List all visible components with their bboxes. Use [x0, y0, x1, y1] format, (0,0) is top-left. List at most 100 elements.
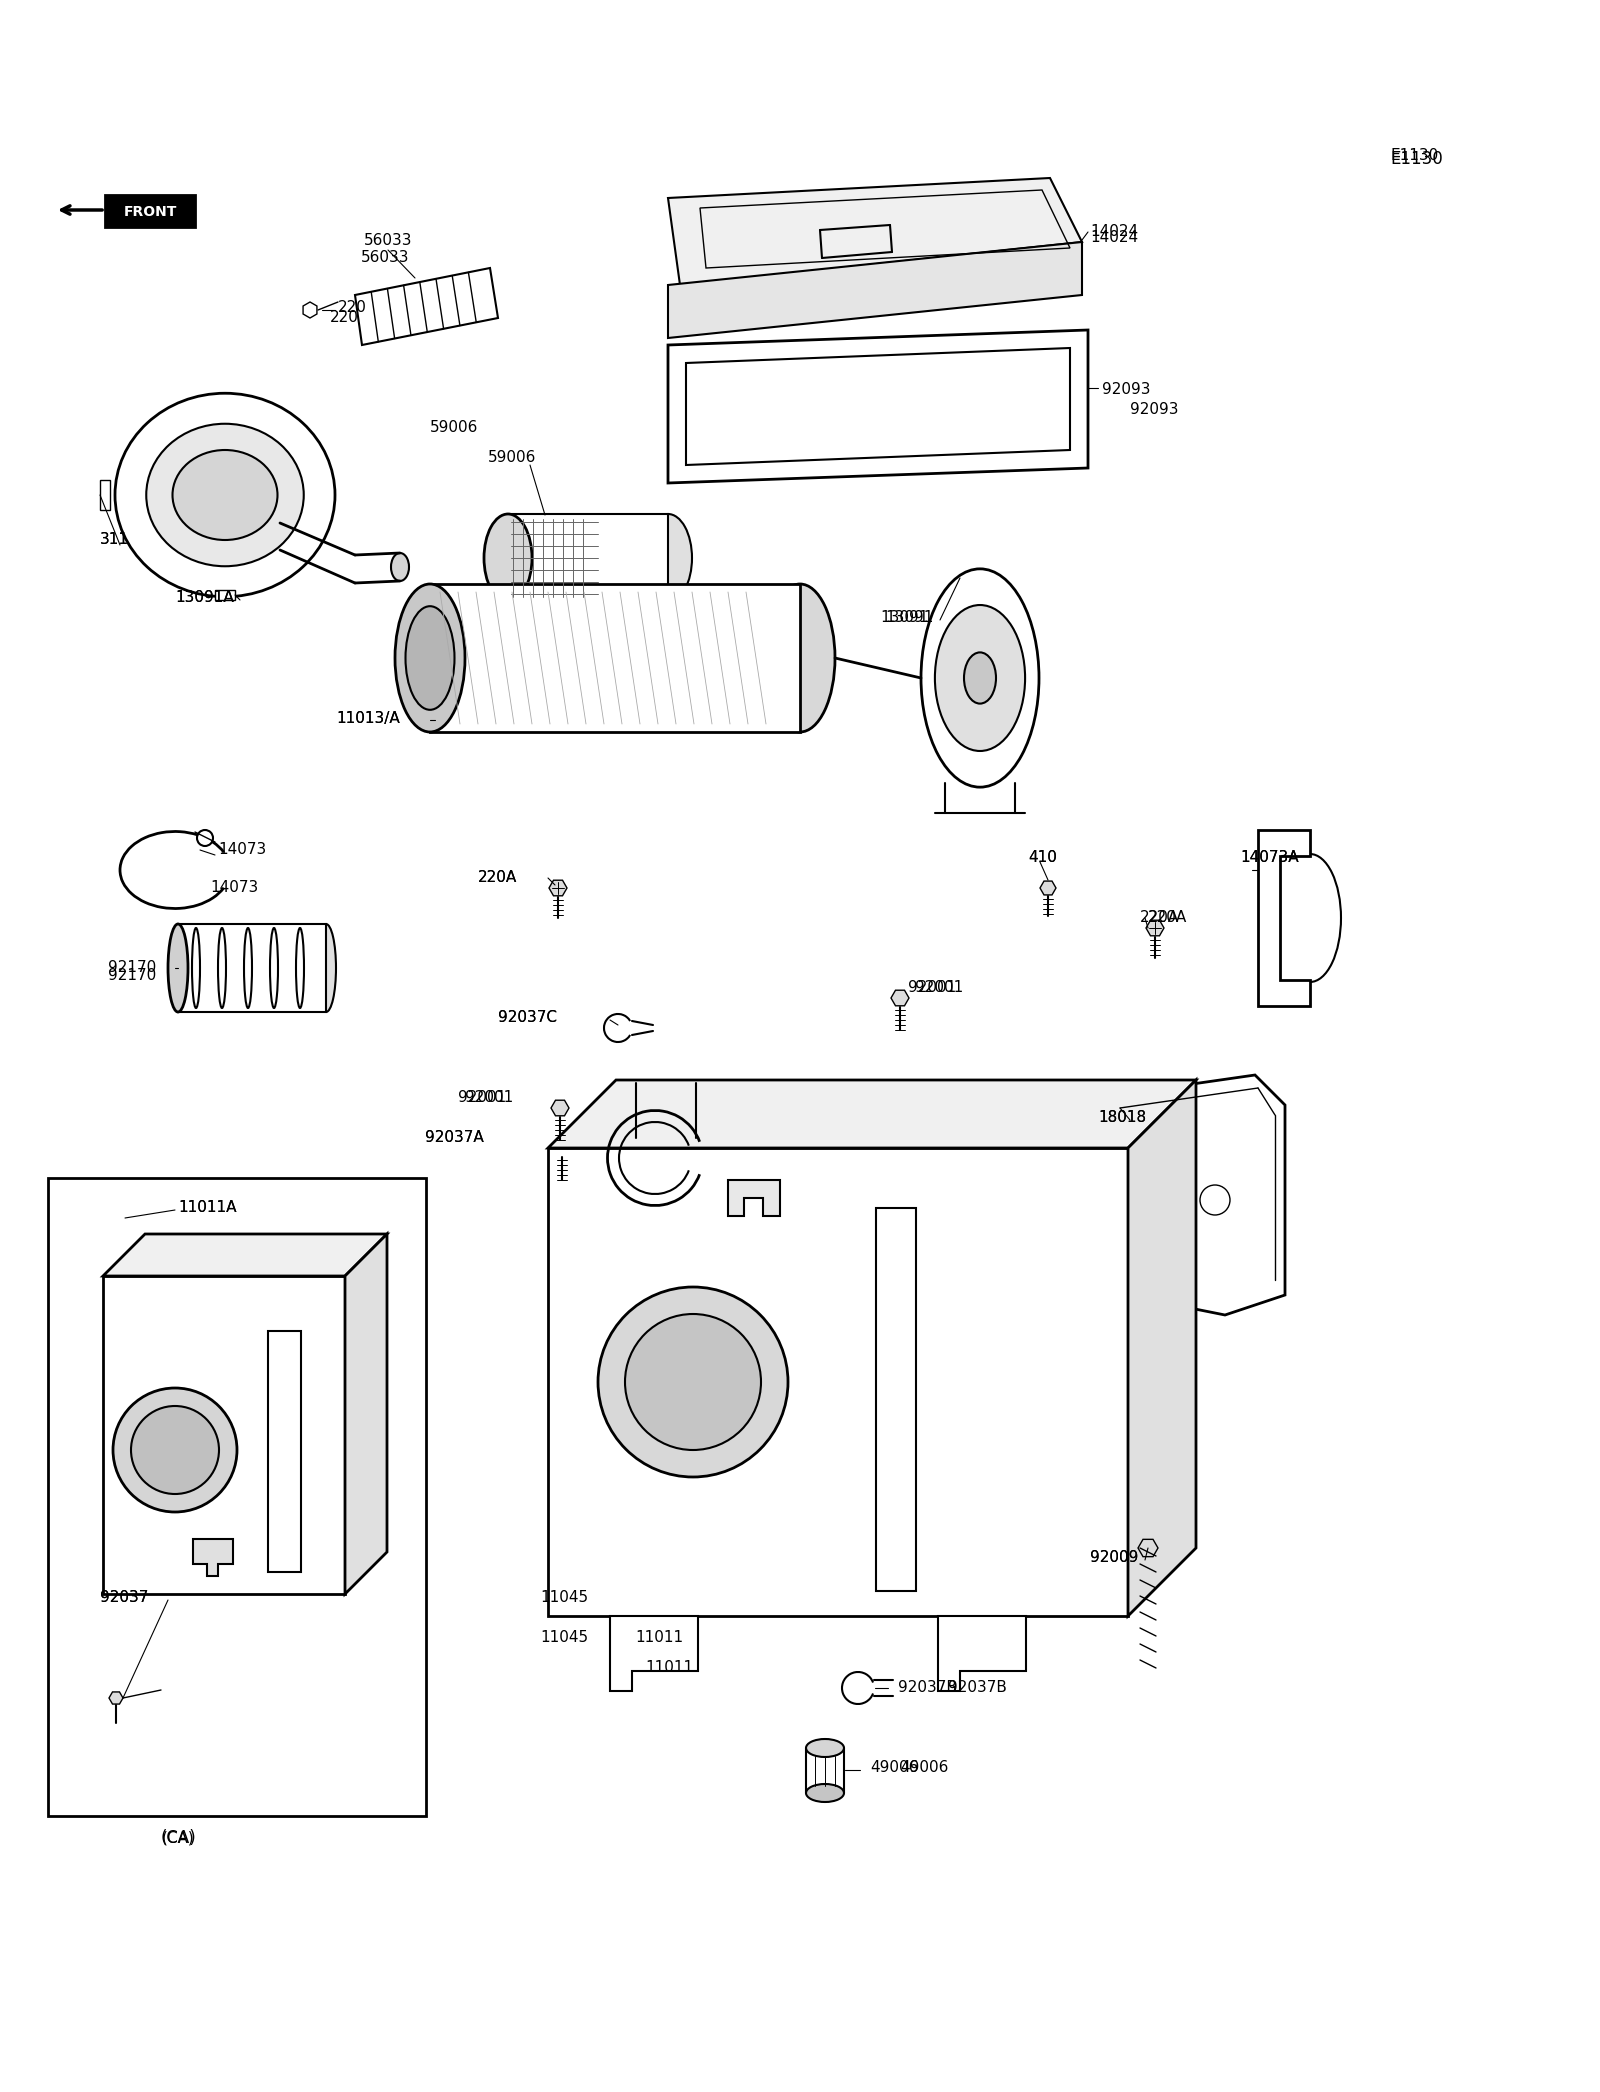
- Polygon shape: [728, 1180, 781, 1215]
- Polygon shape: [1258, 831, 1310, 1006]
- Text: 14073A: 14073A: [1240, 851, 1299, 866]
- Ellipse shape: [963, 653, 995, 703]
- Circle shape: [114, 1387, 237, 1513]
- Text: 220: 220: [330, 310, 358, 326]
- Polygon shape: [102, 1234, 387, 1276]
- Text: 92037B: 92037B: [898, 1680, 957, 1695]
- Text: 18018: 18018: [1098, 1111, 1146, 1125]
- Ellipse shape: [483, 515, 531, 602]
- Polygon shape: [549, 881, 566, 895]
- Polygon shape: [554, 1140, 571, 1155]
- Text: 14073A: 14073A: [1240, 851, 1299, 866]
- Text: 92037: 92037: [99, 1590, 149, 1605]
- Text: 59006: 59006: [430, 420, 478, 435]
- Bar: [102, 1276, 346, 1594]
- Text: 220A: 220A: [478, 870, 517, 885]
- Ellipse shape: [806, 1784, 845, 1801]
- Circle shape: [131, 1406, 219, 1494]
- Polygon shape: [109, 1692, 123, 1705]
- Text: 92009: 92009: [1090, 1550, 1138, 1565]
- Polygon shape: [686, 347, 1070, 464]
- Circle shape: [626, 1314, 762, 1450]
- Polygon shape: [891, 990, 909, 1006]
- Text: 13091: 13091: [885, 611, 933, 626]
- Text: 92037C: 92037C: [498, 1010, 557, 1025]
- Polygon shape: [610, 1615, 698, 1690]
- Text: 11011A: 11011A: [178, 1201, 237, 1215]
- Polygon shape: [1128, 1079, 1197, 1615]
- Text: 14073: 14073: [218, 843, 266, 858]
- Ellipse shape: [390, 552, 410, 582]
- Text: 56033: 56033: [363, 232, 413, 249]
- Ellipse shape: [405, 607, 454, 709]
- Text: 220: 220: [338, 301, 366, 316]
- Text: FRONT: FRONT: [123, 205, 176, 220]
- Text: 11011: 11011: [635, 1630, 683, 1646]
- Text: (CA): (CA): [162, 1830, 194, 1845]
- Ellipse shape: [643, 515, 691, 602]
- Polygon shape: [194, 1540, 234, 1575]
- Ellipse shape: [934, 605, 1026, 751]
- Text: E1130: E1130: [1390, 149, 1438, 163]
- Text: 14073: 14073: [210, 881, 258, 895]
- Ellipse shape: [765, 584, 835, 732]
- Polygon shape: [355, 268, 498, 345]
- Text: 92037B: 92037B: [947, 1680, 1006, 1695]
- Text: 11045: 11045: [541, 1630, 589, 1646]
- Text: 220A: 220A: [1149, 910, 1187, 925]
- Text: 92170: 92170: [109, 967, 157, 983]
- Polygon shape: [99, 479, 110, 510]
- Text: 92037: 92037: [99, 1590, 149, 1605]
- Text: 311: 311: [99, 533, 130, 548]
- Polygon shape: [938, 1615, 1026, 1690]
- Text: 92009: 92009: [1090, 1550, 1138, 1565]
- Text: 92001: 92001: [466, 1090, 514, 1105]
- Polygon shape: [1146, 920, 1165, 935]
- Ellipse shape: [317, 925, 336, 1013]
- Bar: [430, 584, 800, 732]
- Bar: [106, 195, 195, 228]
- Text: 11013/A: 11013/A: [336, 711, 400, 726]
- Text: 59006: 59006: [488, 450, 536, 467]
- Polygon shape: [669, 331, 1088, 483]
- Text: 92037C: 92037C: [498, 1010, 557, 1025]
- Text: 92093: 92093: [1102, 383, 1150, 397]
- Polygon shape: [669, 243, 1082, 339]
- Ellipse shape: [806, 1738, 845, 1757]
- Ellipse shape: [115, 393, 334, 596]
- Bar: [509, 515, 669, 602]
- Text: 14024: 14024: [1090, 230, 1138, 245]
- Text: 220A: 220A: [1139, 910, 1179, 925]
- Text: 92093: 92093: [1130, 402, 1179, 418]
- Polygon shape: [302, 301, 317, 318]
- Ellipse shape: [922, 569, 1038, 787]
- Text: 92037A: 92037A: [426, 1130, 483, 1146]
- Text: E1130: E1130: [1390, 151, 1443, 167]
- Polygon shape: [1138, 1540, 1158, 1556]
- Polygon shape: [547, 1079, 1197, 1149]
- Polygon shape: [550, 1100, 570, 1115]
- Polygon shape: [1040, 881, 1056, 895]
- Bar: [48, 1178, 426, 1816]
- Polygon shape: [877, 1207, 915, 1592]
- Ellipse shape: [146, 425, 304, 567]
- Text: 13091: 13091: [880, 611, 928, 626]
- Circle shape: [1200, 1184, 1230, 1215]
- Polygon shape: [1094, 1075, 1285, 1316]
- Ellipse shape: [173, 450, 277, 540]
- Text: 92001: 92001: [458, 1090, 506, 1105]
- Circle shape: [598, 1287, 787, 1477]
- Text: 220A: 220A: [478, 870, 517, 885]
- Polygon shape: [269, 1331, 301, 1571]
- Text: 11011A: 11011A: [178, 1201, 237, 1215]
- Text: 92001: 92001: [909, 981, 957, 996]
- Text: 14024: 14024: [1090, 224, 1138, 238]
- Text: (CA): (CA): [160, 1828, 195, 1847]
- Bar: [547, 1149, 1128, 1615]
- Text: 49006: 49006: [899, 1761, 949, 1776]
- Text: 56033: 56033: [360, 251, 410, 266]
- Text: 11013/A: 11013/A: [336, 711, 400, 726]
- Text: 13091A: 13091A: [174, 590, 234, 605]
- Text: 410: 410: [1027, 851, 1058, 866]
- Ellipse shape: [168, 925, 189, 1013]
